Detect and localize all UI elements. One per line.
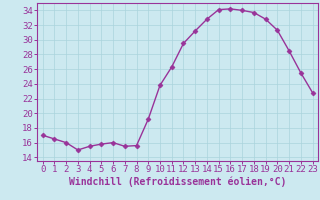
X-axis label: Windchill (Refroidissement éolien,°C): Windchill (Refroidissement éolien,°C)	[69, 177, 286, 187]
